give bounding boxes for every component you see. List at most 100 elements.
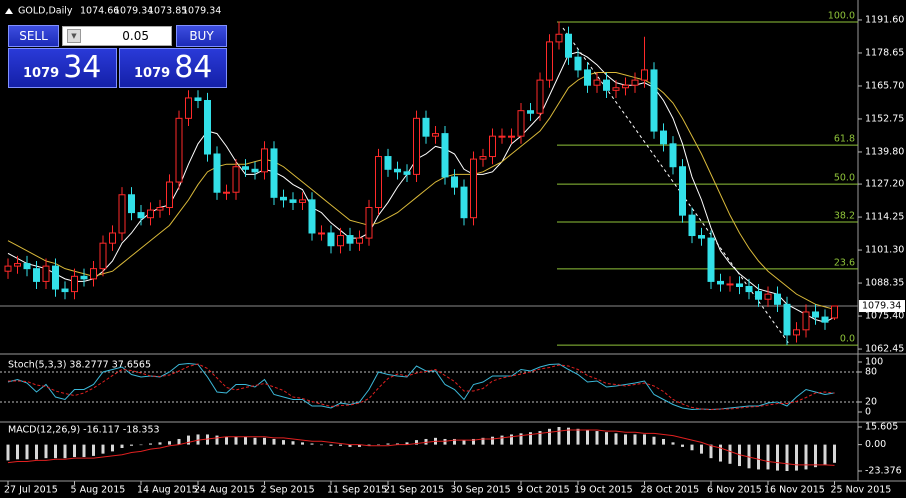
macd-bar (35, 444, 38, 460)
x-tick-label: 16 Nov 2015 (764, 485, 825, 496)
candle-body (793, 329, 800, 336)
candle-body (166, 181, 173, 209)
macd-bar (54, 444, 57, 459)
macd-bar (358, 444, 361, 447)
candle-body (337, 235, 344, 247)
candle-body (764, 293, 772, 300)
candle-body (812, 311, 819, 318)
macd-bar (244, 436, 247, 445)
macd-bar (690, 444, 694, 451)
ohlc-low: 1073.85 (148, 6, 187, 17)
candle-body (289, 199, 297, 203)
candle-body (4, 265, 12, 272)
macd-bar (82, 444, 86, 458)
candle-body (688, 214, 696, 237)
volume-down[interactable]: ▼ (67, 29, 81, 43)
macd-bar (662, 438, 665, 445)
candle-body (194, 97, 202, 101)
candle-body (175, 117, 183, 183)
candle-body (242, 166, 249, 170)
macd-bar (111, 444, 114, 452)
x-tick-label: 6 Nov 2015 (707, 485, 762, 496)
candle-body (185, 97, 192, 119)
macd-bar (804, 444, 808, 470)
macd-bar (272, 438, 276, 445)
macd-bar (747, 444, 751, 469)
ohlc-close: 1079.34 (182, 6, 221, 17)
macd-bar (548, 428, 551, 445)
moving-average (7, 71, 835, 310)
candle-body (631, 79, 639, 86)
candle-body (641, 69, 648, 81)
macd-bar (120, 444, 124, 449)
candle-body (42, 265, 50, 282)
macd-bar (728, 444, 732, 464)
candle-body (460, 186, 468, 219)
candle-body (156, 207, 164, 211)
y-tick-label: 1062.45 (865, 344, 904, 355)
macd-bar (348, 444, 352, 447)
candle-body (802, 311, 810, 331)
macd-bar (605, 432, 608, 445)
macd-bar (92, 444, 95, 456)
macd-bar (367, 444, 371, 446)
macd-bar (833, 444, 836, 463)
candle-body (109, 232, 116, 244)
macd-bar (149, 443, 152, 445)
candle-body (71, 275, 78, 293)
macd-bar (44, 444, 48, 459)
macd-bar (462, 440, 466, 445)
moving-average (7, 51, 835, 323)
macd-bar (823, 444, 827, 465)
macd-bar (538, 431, 542, 445)
candle-body (308, 199, 316, 234)
macd-bar (595, 431, 599, 445)
macd-bar (785, 444, 789, 471)
macd-bar (472, 438, 475, 445)
macd-bar (681, 444, 684, 447)
y-tick-label: 15.605 (865, 422, 898, 433)
buy-button[interactable]: BUY (176, 25, 227, 47)
macd-bar (633, 434, 637, 445)
collapse-icon[interactable] (5, 8, 13, 14)
macd-bar (234, 436, 238, 445)
sell-button[interactable]: SELL (8, 25, 59, 47)
macd-bar (253, 437, 257, 445)
macd-bar (168, 441, 171, 445)
macd-bar (766, 444, 770, 470)
y-tick-label: 1165.70 (865, 80, 904, 91)
ohlc-open: 1074.66 (80, 6, 119, 17)
macd-bar (567, 427, 570, 445)
fib-label: 61.8 (834, 134, 855, 145)
y-tick-label: 1152.75 (865, 113, 904, 124)
candle-body (394, 168, 401, 173)
macd-bar (291, 441, 295, 445)
macd-bar (776, 444, 779, 471)
ask-price[interactable]: 1079 84 (119, 48, 227, 88)
macd-bar (206, 434, 209, 445)
macd-bar (795, 444, 798, 471)
y-tick-label: 100 (865, 357, 883, 368)
macd-bar (738, 444, 741, 467)
candle-body (574, 56, 582, 71)
candle-body (147, 209, 154, 219)
bid-price[interactable]: 1079 34 (8, 48, 117, 88)
macd-bar (139, 444, 143, 446)
fib-trend (562, 27, 791, 346)
macd-bar (339, 444, 342, 446)
candle-body (565, 33, 572, 58)
candle-body (593, 79, 601, 86)
candle-body (375, 156, 382, 209)
x-tick-label: 14 Aug 2015 (137, 485, 198, 496)
macd-bar (320, 444, 323, 446)
candle-body (99, 242, 107, 270)
macd-bar (586, 429, 589, 445)
bid-points: 34 (63, 50, 102, 85)
candle-body (213, 153, 221, 193)
candle-body (612, 87, 620, 91)
x-tick-label: 30 Sep 2015 (451, 485, 511, 496)
volume-input[interactable]: 0.05 ▼ (62, 26, 172, 46)
y-tick-label: 1075.40 (865, 311, 904, 322)
candle-body (669, 143, 677, 168)
